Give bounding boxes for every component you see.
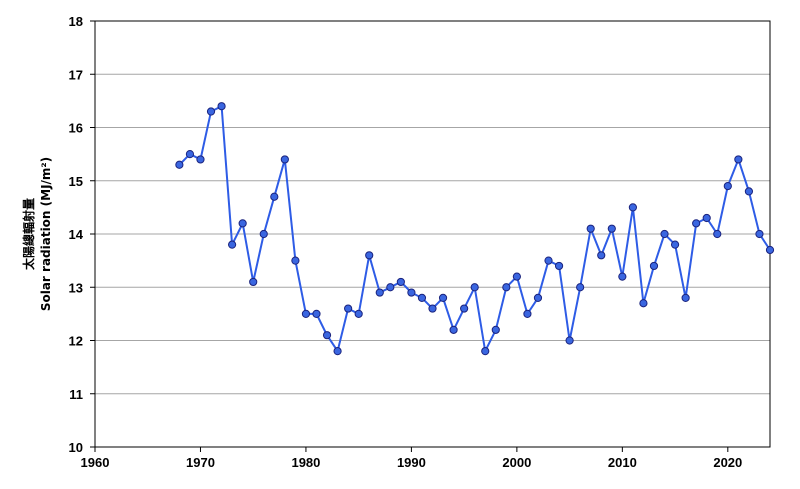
data-point (228, 240, 237, 249)
data-point (565, 336, 574, 345)
data-point (523, 309, 532, 318)
data-point (544, 256, 553, 265)
y-tick-label: 13 (69, 280, 83, 295)
data-point (512, 272, 521, 281)
data-point (386, 283, 395, 292)
x-tick-label: 2010 (608, 455, 637, 470)
data-point (491, 325, 500, 334)
data-point (333, 347, 342, 356)
data-point (692, 219, 701, 228)
data-point (259, 229, 268, 239)
y-tick-label: 16 (69, 121, 83, 136)
data-point (713, 229, 722, 239)
y-axis-label: 太陽總輻射量 (21, 198, 36, 270)
series-line (178, 104, 771, 355)
data-point (586, 224, 595, 233)
data-point (755, 229, 764, 239)
data-point (196, 155, 205, 164)
data-point (734, 155, 743, 164)
data-point (396, 277, 405, 287)
data-point (312, 309, 321, 318)
data-point (533, 293, 543, 302)
data-point (744, 187, 754, 196)
data-point (280, 155, 289, 164)
data-point (322, 331, 332, 340)
data-point (206, 107, 216, 116)
data-point (639, 299, 648, 308)
data-point (185, 150, 195, 159)
data-point (618, 272, 627, 281)
data-point (702, 213, 711, 223)
x-tick-label: 1980 (291, 455, 320, 470)
data-point (765, 245, 775, 255)
data-point (438, 293, 448, 302)
data-point (291, 256, 300, 265)
x-tick-label: 2000 (502, 455, 531, 470)
x-tick-label: 1970 (186, 455, 215, 470)
y-tick-label: 10 (69, 440, 83, 455)
data-point (344, 304, 353, 313)
data-point (607, 224, 616, 233)
data-point (470, 283, 479, 292)
data-point (449, 325, 458, 334)
y-axis-label-sub: Solar radiation (MJ/m²) (39, 157, 53, 311)
grid-lines (95, 73, 770, 395)
data-point (649, 261, 659, 271)
x-tick-label: 2020 (713, 455, 742, 470)
data-point (354, 309, 363, 318)
data-point (628, 203, 637, 212)
y-tick-label: 12 (69, 334, 83, 349)
data-point (554, 261, 564, 271)
data-point (576, 283, 585, 292)
data-point (301, 309, 311, 318)
data-point (502, 283, 511, 292)
data-point (460, 304, 469, 313)
y-tick-label: 18 (69, 14, 83, 29)
data-point (597, 251, 606, 260)
data-point (375, 288, 384, 297)
y-axis: 10 11 12 13 14 15 16 17 18 (69, 14, 95, 455)
data-point (175, 160, 184, 169)
data-point (670, 240, 680, 249)
y-tick-label: 15 (69, 174, 83, 189)
data-point (365, 251, 374, 260)
data-point (428, 304, 437, 313)
data-point (481, 347, 490, 356)
data-point (660, 229, 669, 239)
data-point (417, 293, 427, 302)
x-tick-label: 1960 (81, 455, 110, 470)
data-point (217, 102, 226, 111)
data-point (681, 293, 690, 302)
y-tick-label: 14 (69, 227, 84, 242)
data-points (175, 102, 775, 356)
data-point (238, 219, 247, 228)
data-point (723, 181, 732, 191)
x-tick-label: 1990 (397, 455, 426, 470)
y-tick-label: 17 (69, 67, 83, 82)
data-point (249, 277, 258, 287)
x-axis: 1960 1970 1980 1990 2000 2010 2020 (81, 447, 742, 470)
data-point (270, 192, 279, 201)
y-tick-label: 11 (69, 387, 83, 402)
data-point (407, 288, 416, 297)
